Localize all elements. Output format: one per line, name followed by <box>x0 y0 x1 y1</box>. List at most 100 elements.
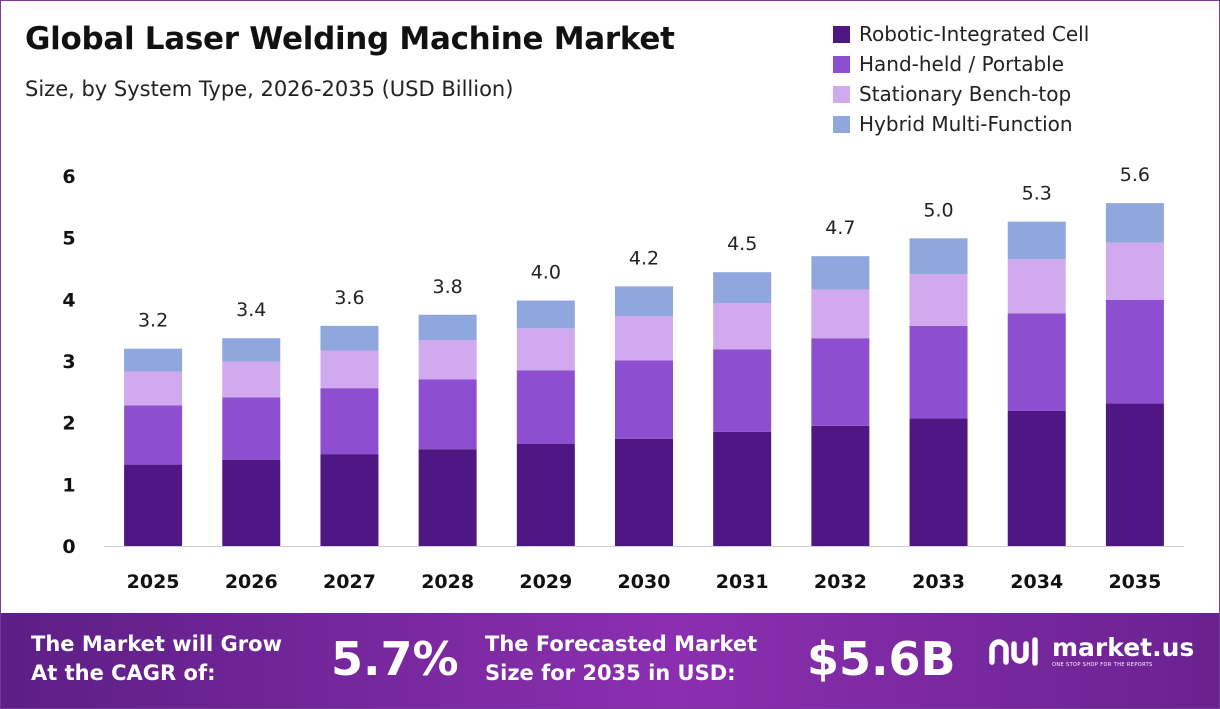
legend-item-handheld: Hand-held / Portable <box>833 49 1089 79</box>
brand-tagline: ONE STOP SHOP FOR THE REPORTS <box>1052 662 1153 668</box>
bar-total-label: 3.4 <box>236 299 266 321</box>
bar-segment-handheld <box>418 379 477 450</box>
bar-segment-stationary <box>811 289 870 339</box>
bar-segment-handheld <box>713 349 772 432</box>
legend-swatch-robotic <box>833 25 850 43</box>
y-tick-label: 5 <box>62 228 75 250</box>
forecast-caption: The Forecasted Market Size for 2035 in U… <box>485 630 757 688</box>
bar-segment-hybrid <box>1007 221 1066 260</box>
bar-total-label: 3.2 <box>138 310 168 332</box>
x-tick-label: 2030 <box>618 571 671 593</box>
bar-segment-robotic <box>418 449 477 546</box>
legend-item-hybrid: Hybrid Multi-Function <box>833 109 1089 139</box>
bar-segment-stationary <box>124 371 183 406</box>
cagr-caption-line1: The Market will Grow <box>31 632 282 656</box>
bar-segment-stationary <box>320 350 379 389</box>
bar-total-label: 4.0 <box>531 262 561 284</box>
bar-segment-handheld <box>1007 313 1066 411</box>
y-tick-label: 2 <box>62 413 75 435</box>
bar-total-label: 5.0 <box>923 199 953 221</box>
bar-segment-handheld <box>124 405 183 465</box>
bar-segment-stationary <box>713 303 772 350</box>
bar-segment-robotic <box>124 464 183 546</box>
bar-segment-hybrid <box>1105 203 1164 243</box>
bar-segment-stationary <box>516 328 575 371</box>
bar-segment-stationary <box>222 361 281 398</box>
bar-segment-hybrid <box>320 325 379 351</box>
x-tick-label: 2026 <box>225 571 278 593</box>
bar-total-label: 5.3 <box>1022 183 1052 205</box>
market-us-logo-icon <box>989 637 1038 666</box>
bar-segment-robotic <box>713 431 772 546</box>
y-tick-label: 3 <box>62 351 75 373</box>
y-tick-label: 0 <box>62 536 75 558</box>
y-tick-label: 6 <box>62 166 75 188</box>
bar-segment-robotic <box>615 438 673 546</box>
bar-total-label: 5.6 <box>1120 164 1150 186</box>
x-tick-label: 2034 <box>1010 571 1063 593</box>
bar-segment-hybrid <box>516 300 575 329</box>
legend-item-stationary: Stationary Bench-top <box>833 79 1089 109</box>
x-tick-label: 2035 <box>1108 571 1161 593</box>
bar-total-label: 4.2 <box>629 247 659 269</box>
cagr-value: 5.7% <box>331 632 459 686</box>
y-tick-label: 4 <box>62 289 75 311</box>
bar-segment-handheld <box>516 370 575 444</box>
bar-segment-robotic <box>320 454 379 546</box>
bar-segment-handheld <box>222 397 281 460</box>
bar-total-label: 3.8 <box>433 276 463 298</box>
bar-segment-robotic <box>222 459 281 546</box>
legend-label-robotic: Robotic-Integrated Cell <box>859 22 1090 46</box>
bar-segment-stationary <box>1105 242 1164 300</box>
brand-logo[interactable]: market.us ONE STOP SHOP FOR THE REPORTS <box>988 635 1194 669</box>
legend-item-robotic: Robotic-Integrated Cell <box>833 19 1089 49</box>
bar-segment-hybrid <box>222 338 281 362</box>
cagr-caption-line2: At the CAGR of: <box>31 661 216 685</box>
bar-segment-robotic <box>1105 403 1164 546</box>
bar-segment-stationary <box>909 274 968 326</box>
footer-banner: The Market will Grow At the CAGR of: 5.7… <box>1 613 1219 708</box>
forecast-caption-line2: Size for 2035 in USD: <box>485 661 736 685</box>
legend-label-hybrid: Hybrid Multi-Function <box>859 112 1073 136</box>
bar-segment-hybrid <box>615 286 673 316</box>
bar-segment-stationary <box>1007 259 1066 314</box>
bar-segment-stationary <box>418 340 477 380</box>
bar-total-label: 3.6 <box>334 287 364 309</box>
x-tick-label: 2029 <box>519 571 572 593</box>
bar-segment-robotic <box>909 418 968 546</box>
forecast-value: $5.6B <box>807 632 956 686</box>
legend-swatch-hybrid <box>833 115 850 133</box>
bar-segment-hybrid <box>713 272 772 304</box>
bar-segment-handheld <box>1105 299 1164 404</box>
brand-name: market.us <box>1052 633 1195 662</box>
legend-swatch-stationary <box>833 85 850 103</box>
forecast-caption-line1: The Forecasted Market <box>485 632 758 656</box>
x-tick-label: 2033 <box>912 571 965 593</box>
chart-subtitle: Size, by System Type, 2026-2035 (USD Bil… <box>25 77 514 101</box>
x-tick-label: 2031 <box>716 571 769 593</box>
bar-segment-robotic <box>1007 410 1066 546</box>
y-tick-label: 1 <box>62 474 75 496</box>
bar-segment-hybrid <box>418 314 477 341</box>
cagr-caption: The Market will Grow At the CAGR of: <box>31 630 282 688</box>
bar-segment-handheld <box>811 338 870 426</box>
x-tick-label: 2025 <box>127 571 180 593</box>
x-tick-label: 2027 <box>323 571 376 593</box>
brand-text: market.us ONE STOP SHOP FOR THE REPORTS <box>1052 635 1194 669</box>
bar-segment-hybrid <box>124 348 183 372</box>
bar-total-label: 4.7 <box>825 217 855 239</box>
bar-segment-handheld <box>615 360 673 439</box>
bar-segment-handheld <box>320 388 379 455</box>
bar-segment-hybrid <box>909 238 968 275</box>
legend: Robotic-Integrated Cell Hand-held / Port… <box>833 19 1089 139</box>
bar-segment-robotic <box>516 443 575 546</box>
chart-title: Global Laser Welding Machine Market <box>25 21 675 57</box>
x-tick-label: 2028 <box>421 571 474 593</box>
legend-label-handheld: Hand-held / Portable <box>859 52 1065 76</box>
bar-segment-handheld <box>909 325 968 419</box>
legend-label-stationary: Stationary Bench-top <box>859 82 1072 106</box>
x-tick-label: 2032 <box>814 571 867 593</box>
bar-segment-robotic <box>811 425 870 546</box>
legend-swatch-handheld <box>833 55 850 73</box>
